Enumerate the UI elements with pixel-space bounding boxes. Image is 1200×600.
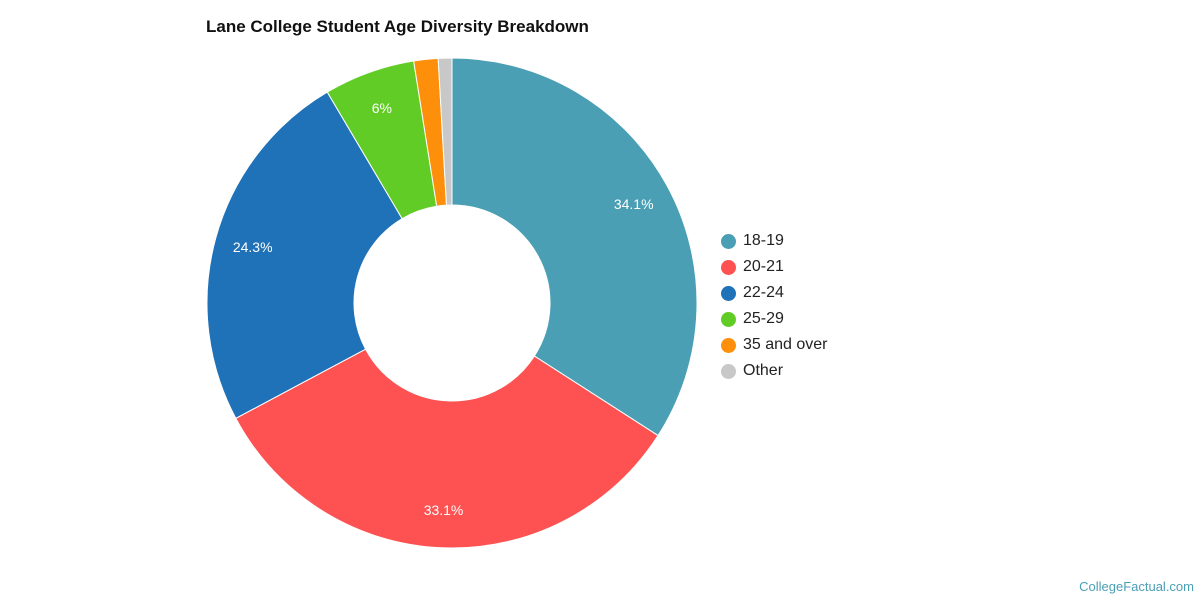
slice-label: 24.3% [233,239,273,255]
legend: 18-19 20-21 22-24 25-29 35 and over Othe… [721,228,828,384]
slice-20-21[interactable] [235,348,659,549]
legend-swatch-icon [721,285,736,301]
slice-18-19[interactable] [451,57,698,437]
legend-swatch-icon [721,259,736,275]
slice-other[interactable] [437,57,453,206]
legend-item-25-29[interactable]: 25-29 [721,306,828,332]
legend-item-18-19[interactable]: 18-19 [721,228,828,254]
slice-label: 34.1% [614,196,654,212]
legend-swatch-icon [721,233,736,249]
legend-swatch-icon [721,311,736,327]
chart-title: Lane College Student Age Diversity Break… [206,17,589,36]
legend-item-22-24[interactable]: 22-24 [721,280,828,306]
slice-label: 33.1% [424,502,464,518]
legend-item-35-and-over[interactable]: 35 and over [721,332,828,358]
slice-label: 6% [372,100,392,116]
legend-swatch-icon [721,337,736,353]
legend-item-20-21[interactable]: 20-21 [721,254,828,280]
slice-22-24[interactable] [206,91,403,419]
legend-swatch-icon [721,363,736,379]
legend-item-other[interactable]: Other [721,358,828,384]
credit-link[interactable]: CollegeFactual.com [1079,579,1194,594]
